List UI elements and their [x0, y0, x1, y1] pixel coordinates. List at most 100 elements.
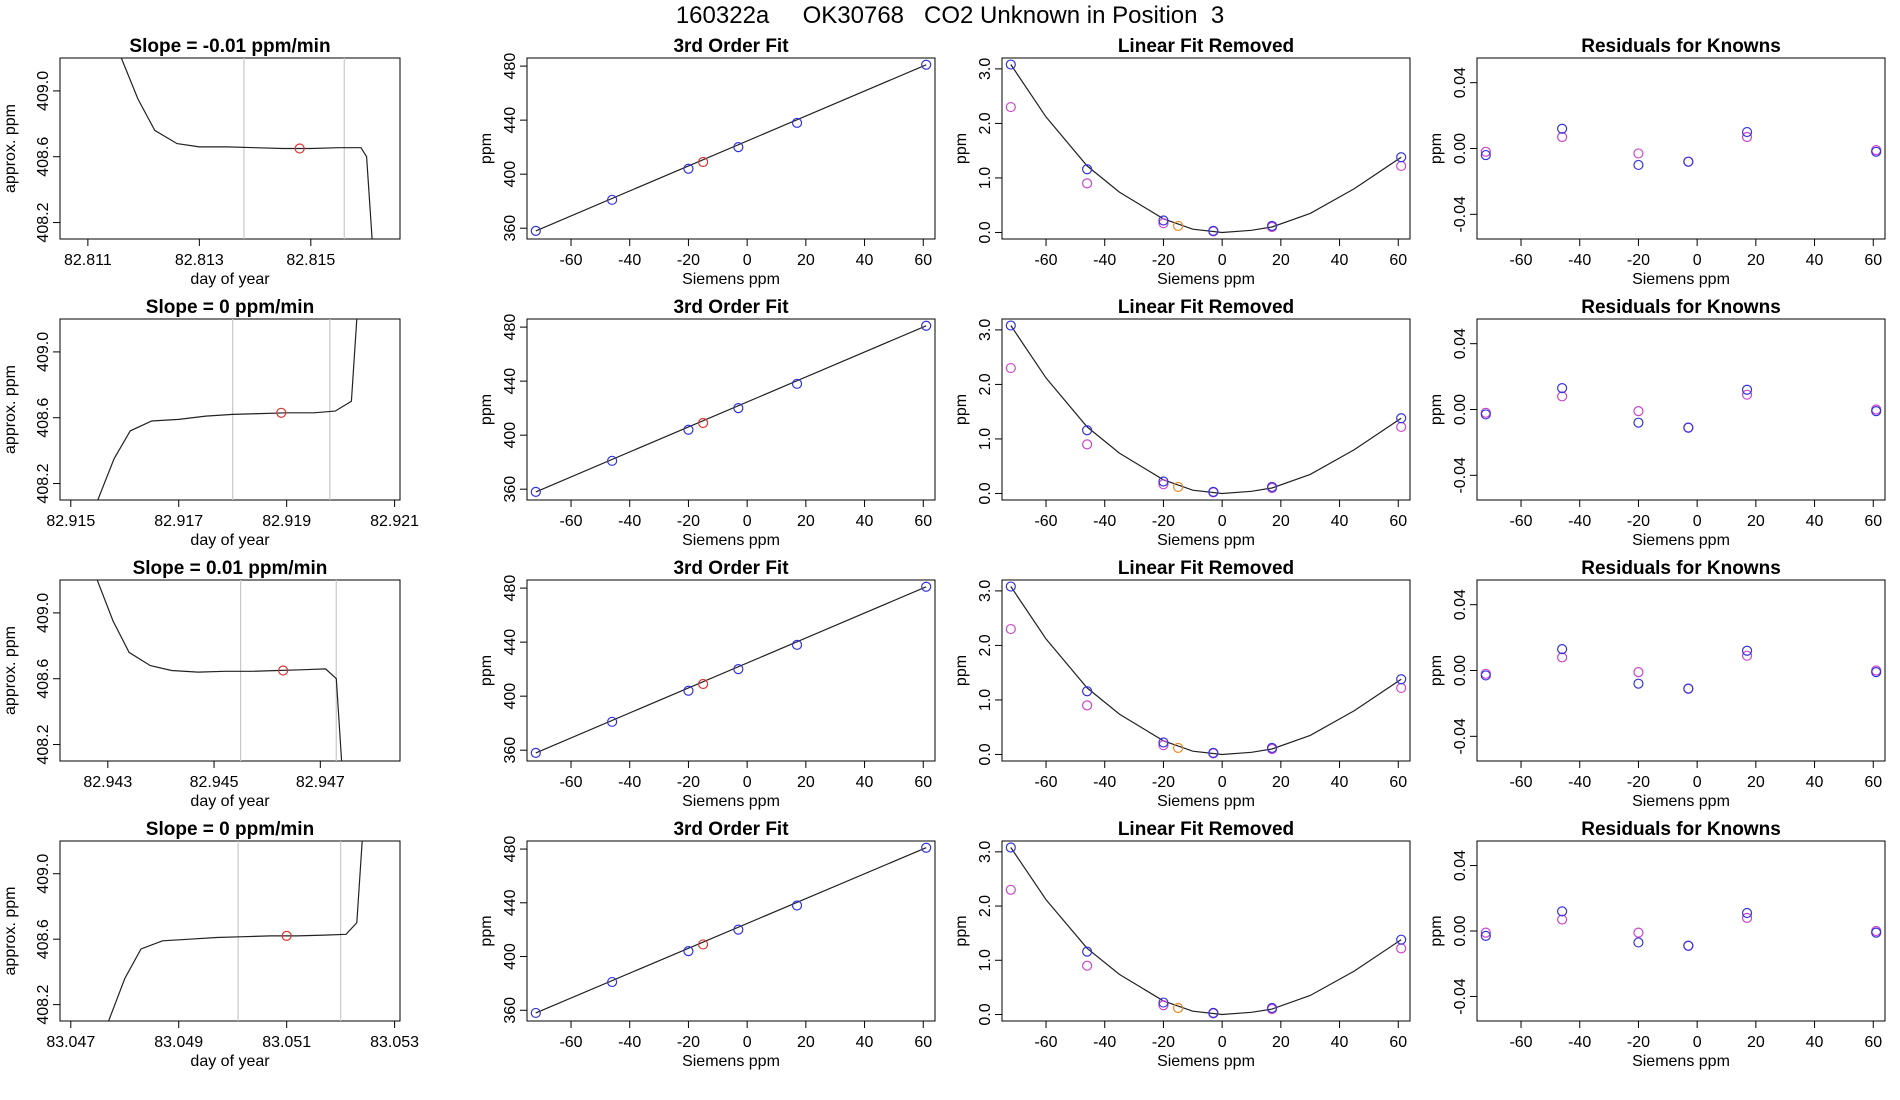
- known-point: [1082, 164, 1093, 175]
- y-axis-label-r0c1: ppm: [478, 133, 495, 164]
- x-tick-label-r3c2: 0: [1218, 1034, 1227, 1051]
- x-tick-label-r1c3: -20: [1627, 513, 1650, 530]
- x-axis-label-r2c1: Siemens ppm: [682, 793, 780, 810]
- known-alt-point: [1082, 439, 1093, 450]
- y-tick-label-r2c2: 2.0: [977, 634, 994, 656]
- x-tick-label-r3c3: -20: [1627, 1034, 1650, 1051]
- y-tick-label-r0c1: 480: [502, 53, 519, 80]
- plot-frame-r1c0: [59, 318, 401, 501]
- y-axis-label-r0c0: approx. ppm: [2, 104, 19, 193]
- y-tick-label-r0c3: 0.00: [1452, 133, 1469, 164]
- x-tick-label-r2c1: 20: [797, 774, 815, 791]
- known-point: [1480, 149, 1491, 161]
- y-tick-label-r3c2: 2.0: [977, 895, 994, 917]
- x-tick-label-r2c1: -60: [559, 774, 582, 791]
- x-tick-label-r0c2: -20: [1152, 252, 1175, 269]
- trace-line-r0c0: [120, 58, 373, 239]
- known-point: [791, 639, 803, 650]
- x-axis-label-r2c3: Siemens ppm: [1632, 793, 1730, 810]
- x-tick-label-r2c2: 0: [1218, 774, 1227, 791]
- known-point: [1396, 413, 1407, 424]
- y-tick-label-r2c0: 408.2: [35, 724, 52, 764]
- y-tick-label-r2c1: 360: [502, 737, 519, 764]
- known-alt-point: [1005, 884, 1016, 895]
- x-tick-label-r1c1: 20: [797, 513, 815, 530]
- x-tick-label-r2c3: 20: [1747, 774, 1765, 791]
- x-tick-label-r1c0: 82.915: [46, 513, 95, 530]
- unknown-point: [698, 678, 709, 690]
- x-tick-label-r2c3: -60: [1509, 774, 1532, 791]
- known-point: [921, 59, 932, 70]
- y-tick-label-r2c2: 0.0: [977, 743, 994, 765]
- known-alt-point: [1557, 652, 1568, 663]
- fit-line-r3c1: [535, 847, 927, 1014]
- fit-curve-r3c2: [1010, 847, 1402, 1016]
- x-tick-label-r2c2: -60: [1034, 774, 1057, 791]
- known-point: [1005, 59, 1016, 70]
- known-point: [1871, 927, 1882, 938]
- known-point: [1396, 674, 1407, 685]
- y-tick-label-r2c2: 1.0: [977, 689, 994, 711]
- x-axis-label-r1c3: Siemens ppm: [1632, 532, 1730, 549]
- known-point: [1480, 670, 1491, 681]
- y-tick-label-r1c2: 1.0: [977, 428, 994, 450]
- unknown-point: [1173, 220, 1184, 232]
- plot-frame-r2c3: [1476, 579, 1886, 762]
- x-tick-label-r2c3: 60: [1864, 774, 1882, 791]
- known-point: [1208, 1007, 1219, 1018]
- y-axis-label-r3c3: ppm: [1428, 915, 1445, 946]
- y-tick-label-r0c1: 360: [502, 215, 519, 242]
- plot-frame-r1c1: [526, 318, 936, 501]
- x-tick-label-r2c2: -20: [1152, 774, 1175, 791]
- x-tick-label-r0c2: -60: [1034, 252, 1057, 269]
- known-point: [1396, 934, 1407, 945]
- plot-title-r0c1: 3rd Order Fit: [673, 36, 789, 57]
- x-tick-label-r3c2: -20: [1152, 1034, 1175, 1051]
- known-alt-point: [1741, 650, 1753, 661]
- x-tick-label-r3c1: 20: [797, 1034, 815, 1051]
- x-tick-label-r0c3: 40: [1806, 252, 1824, 269]
- known-point: [1683, 683, 1694, 694]
- known-point: [791, 900, 803, 911]
- y-tick-label-r0c1: 400: [502, 161, 519, 188]
- x-axis-label-r3c3: Siemens ppm: [1632, 1053, 1730, 1070]
- fit-line-r1c1: [535, 325, 927, 493]
- plot-title-r0c0: Slope = -0.01 ppm/min: [129, 36, 330, 57]
- x-tick-label-r0c2: 0: [1218, 252, 1227, 269]
- x-axis-label-r3c1: Siemens ppm: [682, 1053, 780, 1070]
- known-alt-point: [1082, 178, 1093, 189]
- known-alt-point: [1557, 914, 1568, 925]
- y-tick-label-r1c1: 480: [502, 314, 519, 341]
- known-point: [607, 194, 618, 205]
- x-tick-label-r2c2: 40: [1331, 774, 1349, 791]
- known-point: [1633, 159, 1644, 171]
- y-tick-label-r0c1: 440: [502, 107, 519, 134]
- x-tick-label-r2c2: 60: [1389, 774, 1407, 791]
- known-point: [1633, 678, 1644, 689]
- plot-title-r2c2: Linear Fit Removed: [1118, 558, 1294, 579]
- trace-line-r1c0: [97, 319, 358, 500]
- known-point: [1633, 417, 1644, 428]
- unknown-point: [1173, 742, 1184, 754]
- plot-frame-r1c3: [1476, 318, 1886, 501]
- known-point: [1683, 940, 1694, 951]
- known-point: [1158, 737, 1169, 748]
- y-tick-label-r1c0: 408.6: [35, 398, 52, 438]
- y-tick-label-r3c3: -0.04: [1452, 978, 1469, 1015]
- y-axis-label-r0c3: ppm: [1428, 133, 1445, 164]
- y-tick-label-r0c2: 1.0: [977, 167, 994, 189]
- unknown-point: [698, 156, 709, 168]
- y-tick-label-r3c1: 440: [502, 889, 519, 916]
- known-point: [921, 581, 932, 592]
- plot-frame-r0c2: [1001, 57, 1411, 240]
- known-point: [1158, 476, 1169, 487]
- y-axis-label-r1c3: ppm: [1428, 394, 1445, 425]
- y-tick-label-r0c0: 408.2: [35, 202, 52, 242]
- x-tick-label-r1c1: -40: [618, 513, 641, 530]
- x-tick-label-r2c0: 82.943: [83, 774, 132, 791]
- x-tick-label-r1c3: -40: [1568, 513, 1591, 530]
- y-tick-label-r1c3: 0.04: [1452, 328, 1469, 359]
- known-alt-point: [1158, 740, 1169, 751]
- known-point: [1741, 126, 1753, 138]
- x-tick-label-r1c1: 0: [743, 513, 752, 530]
